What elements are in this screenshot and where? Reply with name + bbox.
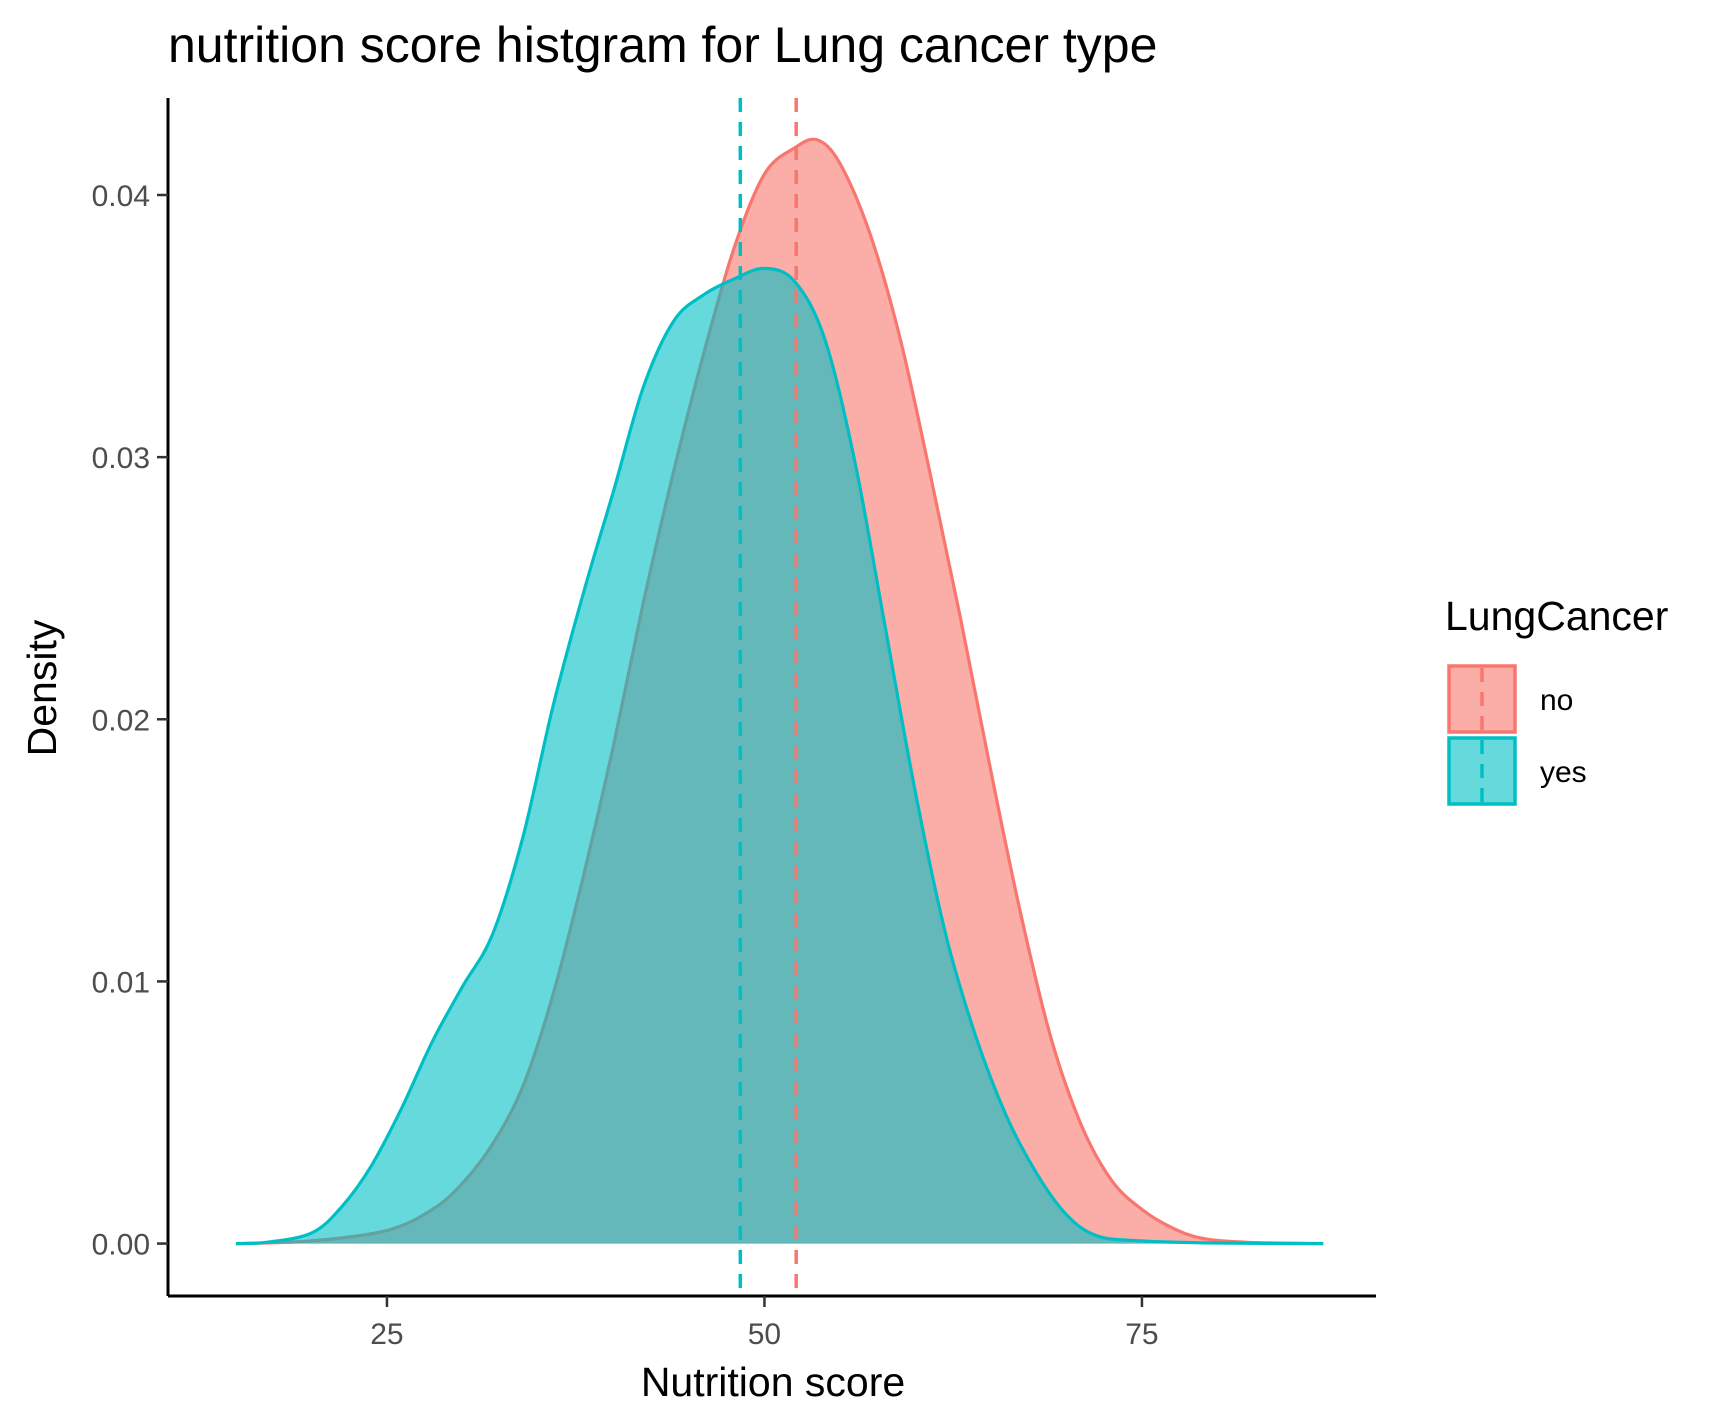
series-layer	[235, 137, 1324, 1246]
legend-keys: no yes	[1447, 664, 1587, 806]
chart-title: nutrition score histgram for Lung cancer…	[168, 17, 1157, 73]
y-tick-label: 0.02	[92, 704, 150, 737]
mean-lines	[738, 98, 798, 1296]
density-area-yes	[235, 268, 1324, 1244]
x-axis-ticks: 25 50 75	[370, 1296, 1159, 1351]
legend-item-no: no	[1447, 664, 1573, 734]
legend-title: LungCancer	[1445, 593, 1668, 639]
y-tick-label: 0.00	[92, 1229, 150, 1262]
legend-label-no: no	[1540, 684, 1573, 717]
y-tick-label: 0.01	[92, 966, 150, 999]
x-tick-label: 50	[748, 1318, 781, 1351]
legend-label-yes: yes	[1540, 756, 1587, 789]
density-curve-yes	[235, 266, 1324, 1246]
y-tick-label: 0.03	[92, 442, 150, 475]
y-axis-ticks: 0.00 0.01 0.02 0.03 0.04	[92, 180, 168, 1262]
x-tick-label: 25	[370, 1318, 403, 1351]
x-axis-title: Nutrition score	[641, 1359, 905, 1405]
y-axis-title: Density	[19, 619, 65, 756]
legend: LungCancer no yes	[1445, 593, 1668, 806]
y-tick-label: 0.04	[92, 180, 150, 213]
plot-area	[235, 98, 1324, 1296]
legend-item-yes: yes	[1447, 736, 1587, 806]
x-tick-label: 75	[1125, 1318, 1158, 1351]
